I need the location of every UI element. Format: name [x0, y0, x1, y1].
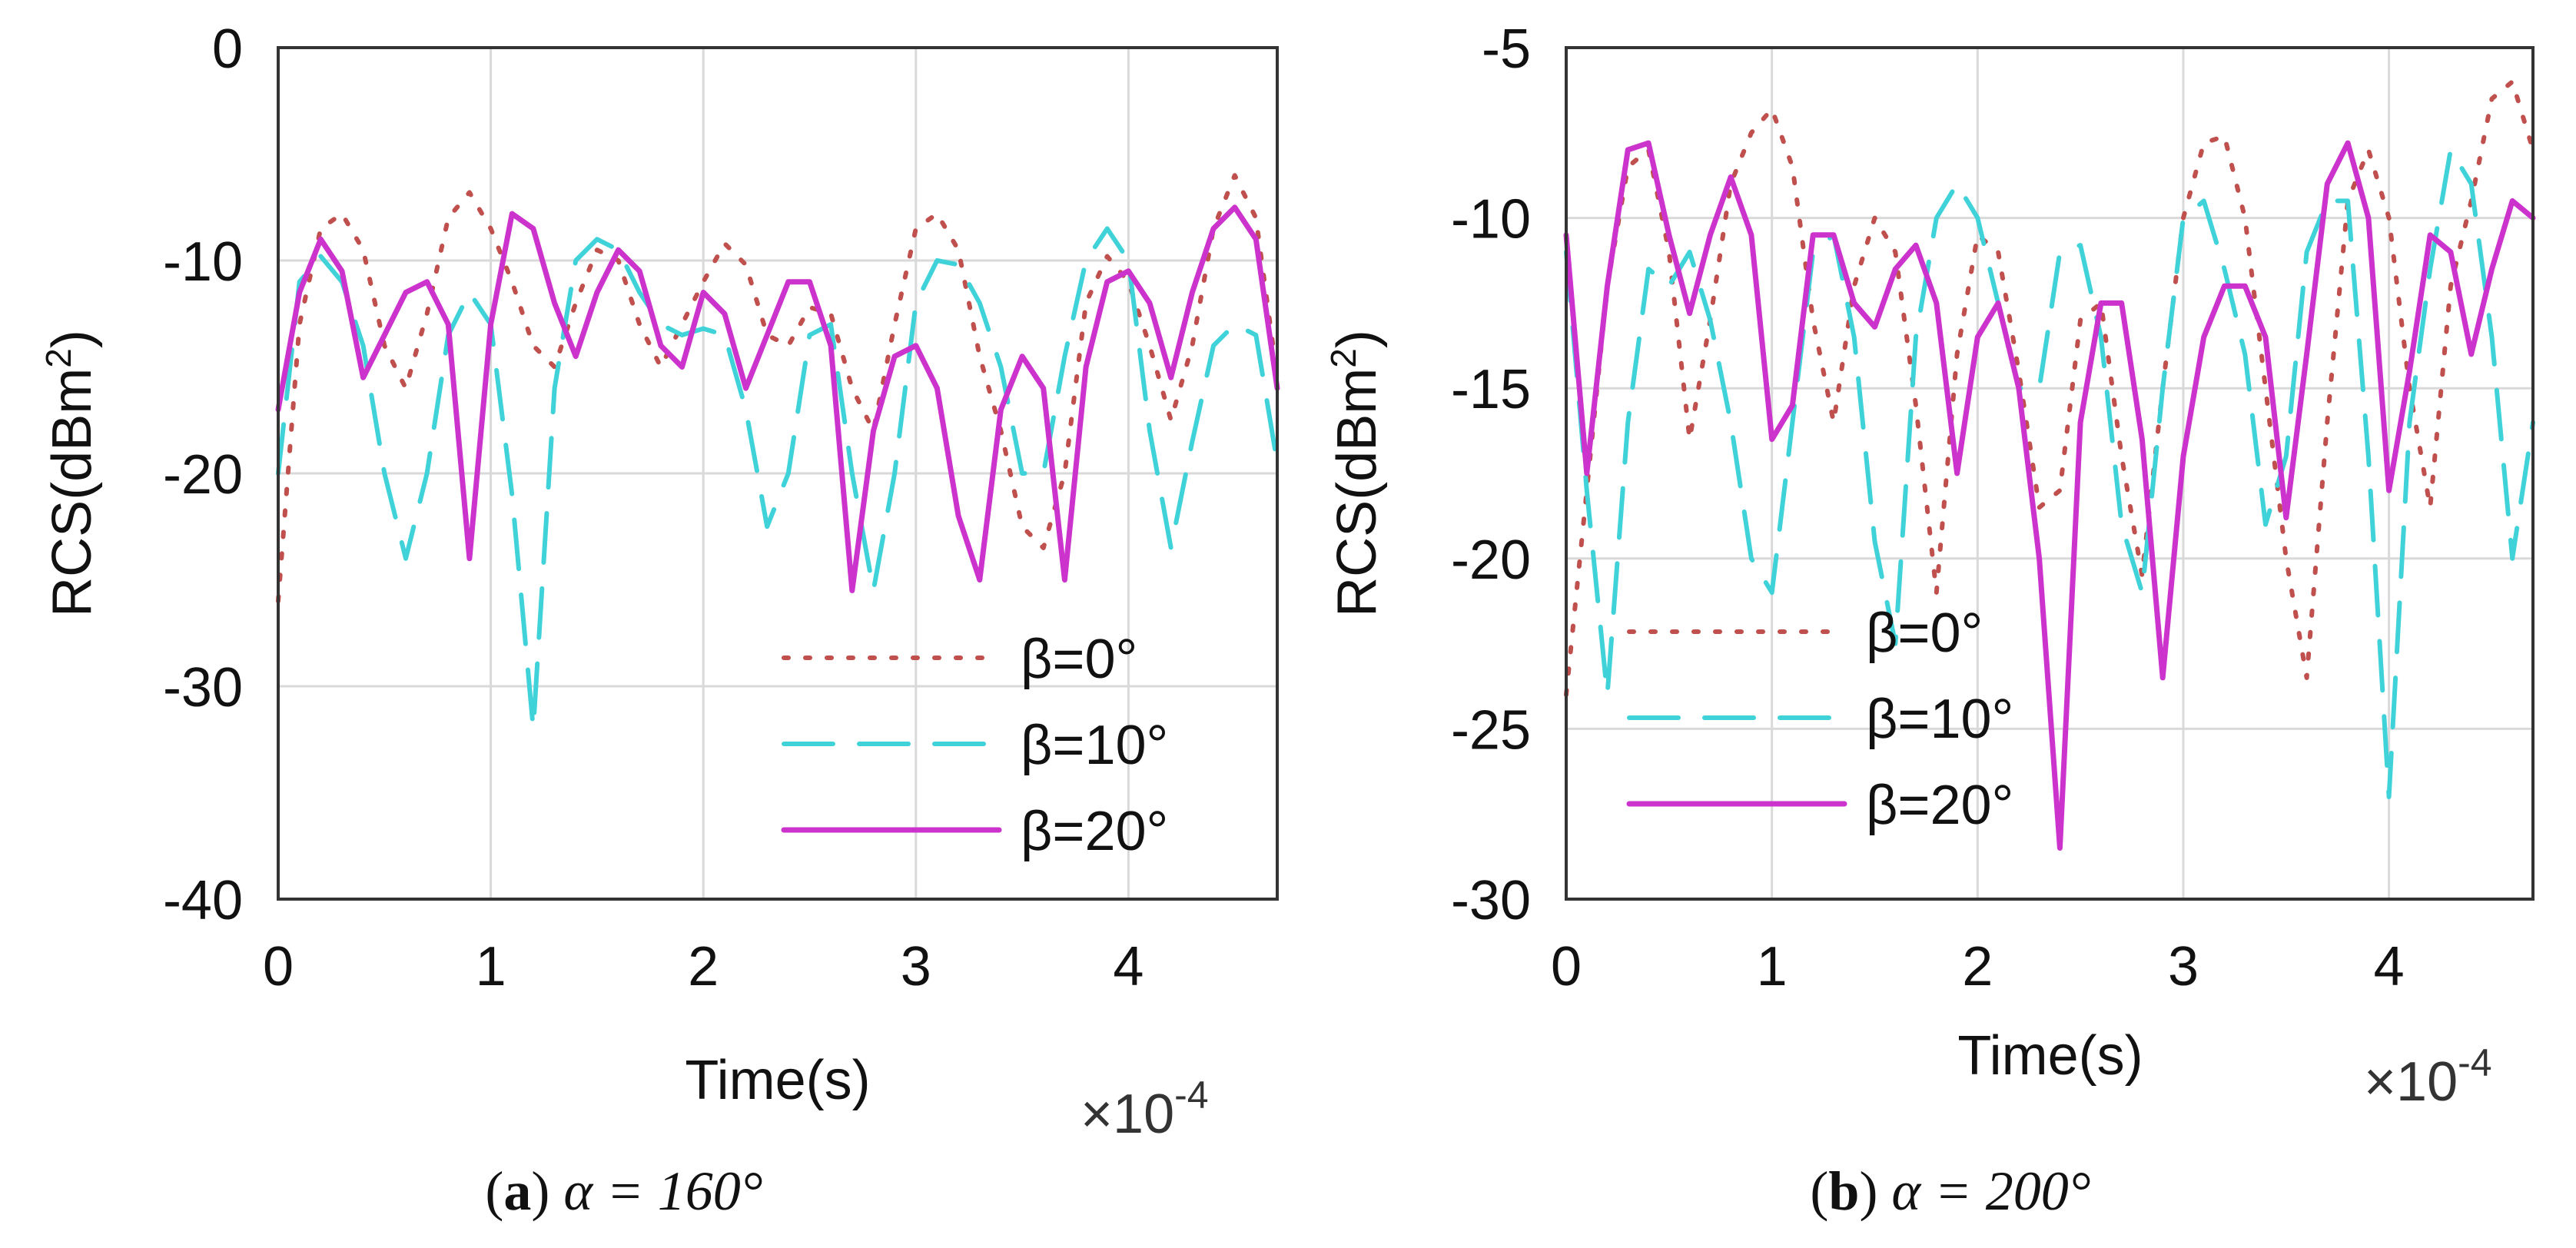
- plot-area-a: [277, 46, 1279, 901]
- y-tick-label: -5: [1482, 18, 1531, 80]
- legend-label: β=10°: [1866, 689, 2013, 750]
- x-axis-label-b: Time(s): [1957, 1025, 2143, 1087]
- legend-label: β=0°: [1866, 602, 1983, 664]
- series-line-dashed: [276, 226, 1280, 732]
- y-tick-label: -10: [163, 231, 243, 293]
- caption-b: (b) α = 200°: [1810, 1160, 2090, 1222]
- legend-label: β=20°: [1021, 801, 1168, 862]
- series-layer-a: [275, 173, 1280, 732]
- y-tick-label: 0: [212, 18, 243, 80]
- x-tick-label: 0: [1551, 936, 1582, 997]
- x-tick-label: 4: [1113, 936, 1144, 997]
- x-multiplier-b: ×10-4: [2364, 1041, 2492, 1113]
- y-tick-label: -20: [1451, 529, 1531, 591]
- y-axis-label-a: RCS(dBm2): [38, 330, 103, 617]
- x-tick-label: 3: [2168, 936, 2199, 997]
- legend-label: β=20°: [1866, 775, 2013, 836]
- series-line-dashed: [1564, 148, 2535, 799]
- y-tick-label: -40: [163, 870, 243, 931]
- legend-label: β=10°: [1021, 715, 1168, 776]
- y-tick-label: -30: [1451, 870, 1531, 931]
- y-tick-label: -10: [1451, 189, 1531, 251]
- x-tick-label: 3: [901, 936, 931, 997]
- legend-a: β=0° β=10° β=20°: [781, 629, 1168, 862]
- x-tick-label: 0: [263, 936, 294, 997]
- legend-b: β=0° β=10° β=20°: [1626, 602, 2013, 836]
- caption-a: (a) α = 160°: [485, 1160, 762, 1222]
- y-tick-label: -20: [163, 444, 243, 506]
- plot-area-b: [1565, 46, 2535, 901]
- x-tick-label: 2: [688, 936, 719, 997]
- x-tick-label: 2: [1962, 936, 1993, 997]
- legend-label: β=0°: [1021, 629, 1137, 690]
- x-axis-label-a: Time(s): [685, 1050, 870, 1111]
- series-line-dotted: [276, 173, 1280, 604]
- y-axis-label-b: RCS(dBm2): [1323, 330, 1388, 617]
- y-tick-label: -15: [1451, 359, 1531, 420]
- chart-panel-b: 0 1 2 3 4 -5 -10 -15 -20 -25 -30 Time(s) RCS(dBm2)…: [1323, 18, 2536, 1222]
- chart-panel-a: 0 1 2 3 4 0 -10 -20 -30 -40 Time(s) RCS(dBm2) ×10…: [38, 18, 1280, 1222]
- x-tick-label: 4: [2374, 936, 2405, 997]
- series-line-solid: [1563, 140, 2536, 851]
- tick-labels-b: 0 1 2 3 4 -5 -10 -15 -20 -25 -30: [1451, 18, 2405, 997]
- x-tick-label: 1: [1757, 936, 1788, 997]
- series-line-solid: [275, 204, 1280, 593]
- series-layer-b: [1563, 79, 2536, 851]
- y-tick-label: -30: [163, 657, 243, 719]
- y-tick-label: -25: [1451, 699, 1531, 761]
- x-tick-label: 1: [476, 936, 506, 997]
- x-multiplier-a: ×10-4: [1081, 1074, 1209, 1145]
- tick-labels-a: 0 1 2 3 4 0 -10 -20 -30 -40: [163, 18, 1144, 997]
